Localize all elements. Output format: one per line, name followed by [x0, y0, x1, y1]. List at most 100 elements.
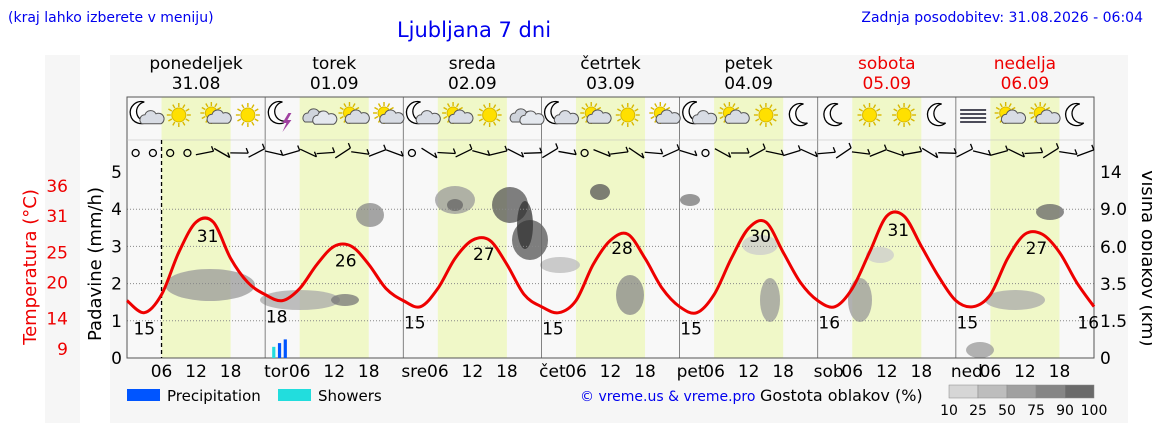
cloud-density-area — [447, 199, 463, 211]
wind-barb — [316, 151, 335, 155]
precip-tick-label: 1 — [111, 312, 122, 332]
wind-barb — [1076, 149, 1095, 157]
cloud-density-area — [1036, 204, 1064, 220]
wind-barb-tick — [279, 149, 284, 156]
wind-barb — [472, 150, 490, 156]
sun-cloud-icon — [373, 102, 405, 124]
wind-barb — [714, 148, 731, 158]
x-hour-label: 18 — [772, 362, 794, 382]
wind-barb-tick — [676, 144, 680, 150]
temperature-label: 15 — [680, 320, 702, 340]
wind-barb-tick — [660, 148, 664, 155]
legend-showers-label: Showers — [318, 387, 382, 405]
day-name: četrtek — [580, 54, 641, 74]
wind-barb-tick — [848, 142, 852, 149]
wind-barb-tick — [607, 151, 611, 157]
precip-tick-label: 2 — [111, 275, 122, 295]
credits-link[interactable]: © vreme.us & vreme.pro — [580, 389, 755, 405]
sun-icon — [892, 103, 917, 127]
sun-icon — [615, 103, 640, 127]
sun-icon — [477, 103, 502, 127]
daylight-band — [575, 97, 646, 358]
wind-barb-tick — [641, 152, 645, 159]
wind-barb-tick — [573, 149, 577, 155]
cloud-height-tick-label: 3.5 — [1100, 275, 1127, 295]
wind-barb-tick — [487, 150, 491, 156]
wind-barb — [800, 148, 818, 158]
cloud-legend-value: 90 — [1056, 403, 1074, 419]
day-name: ponedeljek — [149, 54, 243, 74]
wind-barb — [523, 152, 542, 154]
moon-cloud-icon — [682, 100, 718, 125]
x-hour-label: 18 — [220, 362, 242, 382]
wind-barb-tick — [694, 150, 698, 156]
cloud-density-area — [331, 294, 359, 306]
x-day-short-label: čet — [539, 362, 566, 382]
wind-barb-tick — [746, 147, 750, 154]
daylight-band — [990, 97, 1060, 358]
cloud-legend-swatch — [1035, 384, 1066, 399]
wind-barb — [679, 149, 698, 157]
cloud-legend-swatch — [977, 384, 1008, 399]
precip-tick-label: 3 — [111, 237, 122, 257]
wind-barb-tick — [1074, 149, 1078, 155]
wind-barb — [990, 150, 1008, 156]
precip-bar — [272, 346, 276, 358]
last-update: Zadnja posodobitev: 31.08.2026 - 06:04 — [861, 10, 1143, 26]
wind-barb — [628, 147, 645, 159]
wind-barb-tick — [797, 145, 802, 151]
cloud-density-area — [966, 342, 994, 358]
temperature-label: 15 — [133, 320, 155, 340]
cloud-icon — [302, 108, 338, 125]
precip-tick-label: 0 — [111, 349, 122, 369]
moon-icon — [788, 102, 808, 127]
temperature-label: 27 — [1026, 239, 1048, 259]
wind-barb — [610, 151, 629, 155]
day-name: torek — [312, 54, 356, 74]
sun-icon — [235, 103, 260, 127]
temperature-label: 30 — [749, 227, 771, 247]
moon-cloud-icon — [129, 100, 165, 125]
wind-barb-tick — [918, 146, 923, 152]
wind-barb-tick — [469, 143, 473, 150]
moon-icon — [1065, 102, 1085, 127]
wind-barb — [851, 151, 870, 155]
cloud-legend-swatch — [1006, 384, 1037, 399]
wind-barb-tick — [1005, 145, 1009, 151]
x-hour-label: 12 — [462, 362, 484, 382]
cloud-density-area — [985, 290, 1045, 310]
wind-barb — [886, 149, 905, 157]
wind-barb — [351, 151, 370, 155]
day-date: 05.09 — [862, 74, 911, 94]
wind-barb-tick — [953, 148, 957, 154]
wind-barb — [972, 150, 991, 156]
wind-barb — [593, 149, 611, 157]
x-hour-label: 18 — [634, 362, 656, 382]
x-hour-label: 12 — [600, 362, 622, 382]
cloud-density-area — [760, 278, 780, 322]
wind-barb-tick — [331, 147, 336, 153]
temperature-tick-label: 9 — [57, 340, 68, 360]
cloud-legend-value: 10 — [940, 403, 958, 419]
wind-barb-tick — [1091, 144, 1095, 151]
wind-barb-tick — [935, 152, 939, 158]
temperature-label: 31 — [197, 227, 219, 247]
moon-storm-icon — [267, 100, 292, 132]
temperature-line — [126, 210, 1096, 315]
x-day-short-label: tor — [264, 362, 288, 382]
hint-text[interactable]: (kraj lahko izberete v meniju) — [8, 10, 214, 26]
wind-barb-tick — [728, 152, 732, 158]
cloud-legend-value: 25 — [969, 403, 987, 419]
sun-cloud-icon — [1029, 102, 1061, 124]
daylight-band — [299, 97, 369, 358]
wind-barb — [783, 149, 801, 157]
cloud-height-tick-label: 6.0 — [1100, 238, 1127, 258]
x-hour-label: 06 — [289, 362, 311, 382]
x-day-short-label: ned — [951, 362, 983, 382]
wind-barb — [507, 148, 524, 158]
wind-barb — [282, 149, 300, 157]
page-title: Ljubljana 7 dni — [397, 18, 551, 42]
day-name: sreda — [449, 54, 496, 74]
wind-calm-marker — [166, 148, 175, 158]
wind-barb — [938, 152, 957, 154]
